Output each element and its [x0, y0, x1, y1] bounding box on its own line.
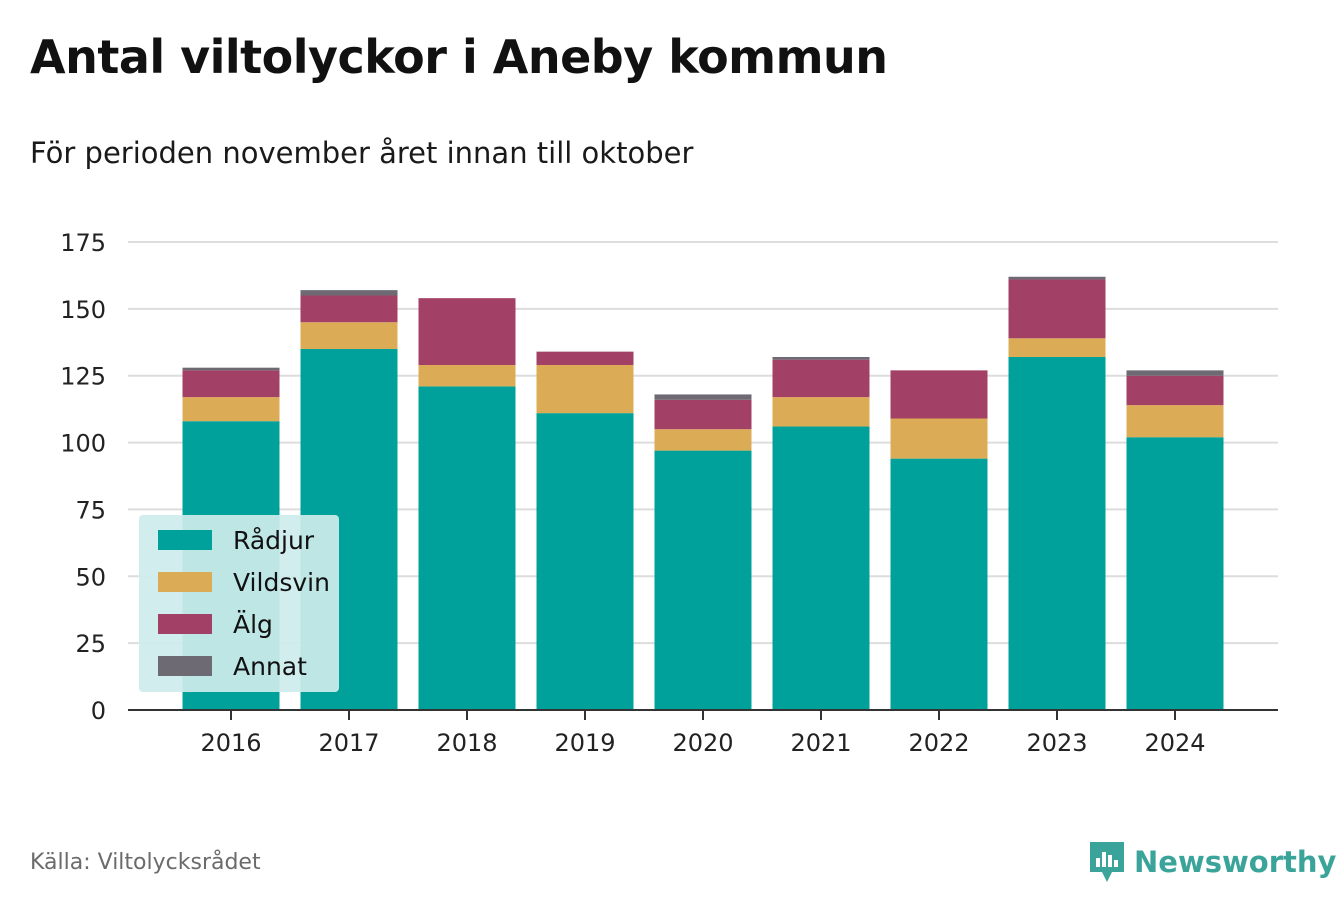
bar-segment	[300, 290, 398, 296]
bar-segment	[654, 399, 752, 430]
y-tick-label: 75	[75, 496, 106, 524]
x-tick-label: 2023	[1026, 729, 1087, 757]
x-tick-label: 2020	[672, 729, 733, 757]
bar-segment	[182, 397, 280, 422]
x-axis-ticks: 2016 2017 2018 2019 2020 2021 2022 2023 2024	[200, 710, 1206, 757]
bar-segment	[772, 359, 870, 398]
bar-segment	[300, 295, 398, 323]
y-tick-label: 25	[75, 630, 106, 658]
bar-segment	[654, 429, 752, 451]
bar-segment	[1126, 405, 1224, 438]
legend-swatch	[158, 656, 212, 676]
bar-segment	[1008, 279, 1106, 339]
bar-segment	[890, 418, 988, 459]
x-tick-label: 2021	[790, 729, 851, 757]
source-note: Källa: Viltolycksrådet	[30, 850, 261, 875]
bar-segment	[1126, 375, 1224, 406]
chart-subtitle: För perioden november året innan till ok…	[30, 136, 694, 170]
bar-segment	[654, 394, 752, 400]
bar-segment	[1008, 356, 1106, 710]
brand-name: Newsworthy	[1134, 845, 1337, 879]
chart-title: Antal viltolyckor i Aneby kommun	[30, 30, 888, 84]
y-axis-ticks: 0 25 50 75 100 125 150 175	[60, 229, 106, 725]
legend-swatch	[158, 530, 212, 550]
legend-label: Älg	[233, 610, 273, 639]
x-tick-label: 2019	[554, 729, 615, 757]
newsworthy-logo: Newsworthy	[1088, 840, 1336, 884]
newsworthy-chart-icon	[1090, 842, 1124, 882]
y-tick-label: 125	[60, 363, 106, 391]
y-tick-label: 150	[60, 296, 106, 324]
x-tick-label: 2017	[318, 729, 379, 757]
legend-swatch	[158, 614, 212, 634]
legend-label: Vildsvin	[233, 568, 330, 597]
bar-segment	[772, 426, 870, 710]
x-tick-label: 2024	[1144, 729, 1205, 757]
bar-segment	[418, 386, 516, 710]
legend-label: Rådjur	[233, 526, 315, 555]
bar-segment	[182, 370, 280, 398]
bar-segment	[772, 356, 870, 360]
bar-segment	[536, 413, 634, 710]
bar-segment	[182, 367, 280, 371]
x-tick-label: 2022	[908, 729, 969, 757]
bar-segment	[1126, 437, 1224, 710]
y-tick-label: 100	[60, 430, 106, 458]
y-tick-label: 175	[60, 229, 106, 257]
x-tick-label: 2018	[436, 729, 497, 757]
bar-segment	[654, 450, 752, 710]
bar-segment	[1126, 370, 1224, 376]
bar-segment	[890, 370, 988, 419]
bar-segment	[890, 458, 988, 710]
legend-box	[139, 515, 339, 692]
bar-segment	[772, 397, 870, 427]
y-tick-label: 0	[91, 697, 106, 725]
bar-segment	[1008, 338, 1106, 357]
y-tick-label: 50	[75, 563, 106, 591]
x-tick-label: 2016	[200, 729, 261, 757]
bar-segment	[536, 365, 634, 414]
legend-label: Annat	[233, 652, 307, 681]
bar-segment	[300, 322, 398, 349]
bar-segment	[418, 298, 516, 366]
bar-segment	[418, 365, 516, 387]
legend: Rådjur Vildsvin Älg Annat	[139, 515, 339, 692]
legend-swatch	[158, 572, 212, 592]
bar-segment	[536, 351, 634, 366]
bar-segment	[1008, 276, 1106, 280]
